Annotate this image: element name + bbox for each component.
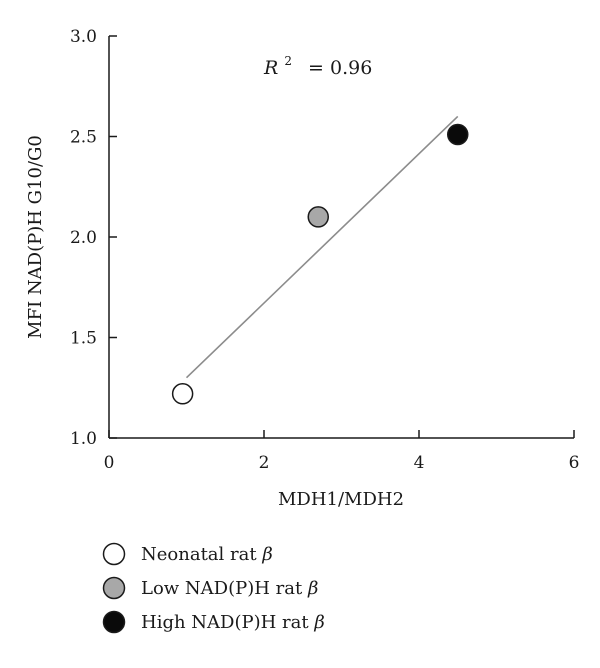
x-tick-label: 2 bbox=[259, 453, 270, 473]
y-tick-label: 2.5 bbox=[70, 128, 97, 148]
legend-label-symbol: β bbox=[307, 578, 318, 599]
data-points bbox=[171, 123, 469, 405]
legend-label: Low NAD(P)H rat β bbox=[141, 578, 318, 599]
x-axis-ticks: 0 2 4 6 bbox=[104, 430, 580, 473]
y-tick-label: 3.0 bbox=[70, 27, 97, 47]
legend-marker bbox=[102, 576, 126, 600]
x-tick-label: 0 bbox=[104, 453, 115, 473]
trendline bbox=[185, 115, 459, 379]
x-axis-title: MDH1/MDH2 bbox=[278, 489, 404, 510]
r-squared-exponent: 2 bbox=[284, 54, 292, 68]
legend-label: Neonatal rat β bbox=[141, 544, 273, 565]
legend-label-text: Low NAD(P)H rat bbox=[141, 578, 308, 599]
r-squared-annotation: R 2 = 0.96 bbox=[263, 48, 372, 79]
r-squared-value: = 0.96 bbox=[308, 57, 372, 79]
legend-marker bbox=[102, 610, 126, 634]
y-tick-label: 1.5 bbox=[70, 329, 97, 349]
data-point-series-0 bbox=[171, 383, 194, 405]
r-squared-symbol: R bbox=[263, 57, 278, 79]
y-tick-label: 1.0 bbox=[70, 429, 97, 449]
legend-label-text: High NAD(P)H rat bbox=[141, 612, 314, 633]
legend-label-text: Neonatal rat bbox=[141, 544, 262, 565]
y-axis-ticks: 1.0 1.5 2.0 2.5 3.0 bbox=[70, 27, 117, 449]
legend-label-symbol: β bbox=[313, 612, 324, 633]
x-tick-label: 6 bbox=[569, 453, 580, 473]
legend-marker bbox=[102, 542, 126, 566]
data-point-series-2 bbox=[447, 123, 469, 146]
legend-label-symbol: β bbox=[261, 544, 272, 565]
data-point-series-1 bbox=[307, 206, 329, 228]
x-tick-label: 4 bbox=[414, 453, 425, 473]
y-tick-label: 2.0 bbox=[70, 228, 97, 248]
legend-label: High NAD(P)H rat β bbox=[141, 612, 325, 633]
y-axis-title: MFI NAD(P)H G10/G0 bbox=[25, 135, 46, 339]
